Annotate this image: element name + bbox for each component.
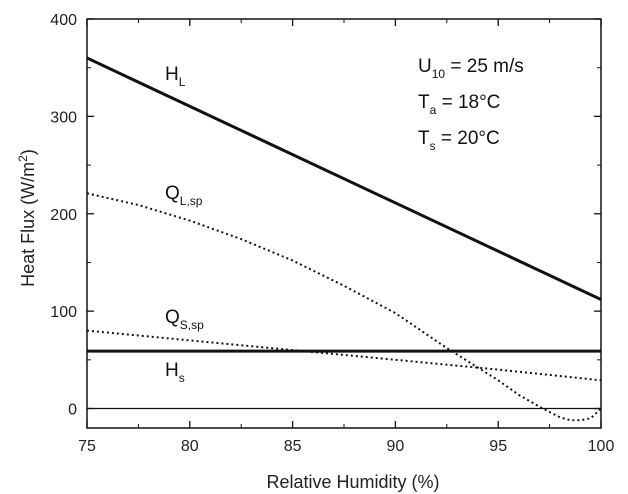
series-label-hl: HL bbox=[165, 64, 186, 89]
y-tick-label: 100 bbox=[50, 304, 77, 321]
x-tick-label: 100 bbox=[588, 438, 615, 455]
x-tick-label: 90 bbox=[387, 438, 405, 455]
series-label-ql-sp: QL,sp bbox=[165, 183, 203, 208]
series-layer bbox=[87, 56, 601, 422]
series-label-qs-sp: QS,sp bbox=[165, 307, 204, 332]
y-tick-label: 400 bbox=[50, 12, 77, 29]
x-tick-label: 85 bbox=[284, 438, 302, 455]
y-tick-label: 300 bbox=[50, 109, 77, 126]
y-axis-label: Heat Flux (W/m2) bbox=[16, 149, 38, 287]
x-axis-label: Relative Humidity (%) bbox=[266, 472, 439, 492]
x-tick-label: 95 bbox=[489, 438, 507, 455]
ticks-layer: 75 80 85 90 95 100 0 100 200 300 400 bbox=[50, 12, 614, 455]
y-tick-label: 200 bbox=[50, 207, 77, 224]
annotation-air-temperature: Ta = 18°C bbox=[418, 92, 500, 117]
series-label-hs: Hs bbox=[165, 360, 185, 385]
y-tick-label: 0 bbox=[68, 402, 77, 419]
annotation-wind-speed: U10 = 25 m/s bbox=[418, 56, 524, 81]
x-tick-label: 80 bbox=[181, 438, 199, 455]
series-line-q-s-sp bbox=[87, 329, 601, 382]
series-line-h-l bbox=[87, 56, 601, 301]
annotation-sea-temperature: Ts = 20°C bbox=[418, 128, 500, 153]
x-tick-label: 75 bbox=[78, 438, 96, 455]
